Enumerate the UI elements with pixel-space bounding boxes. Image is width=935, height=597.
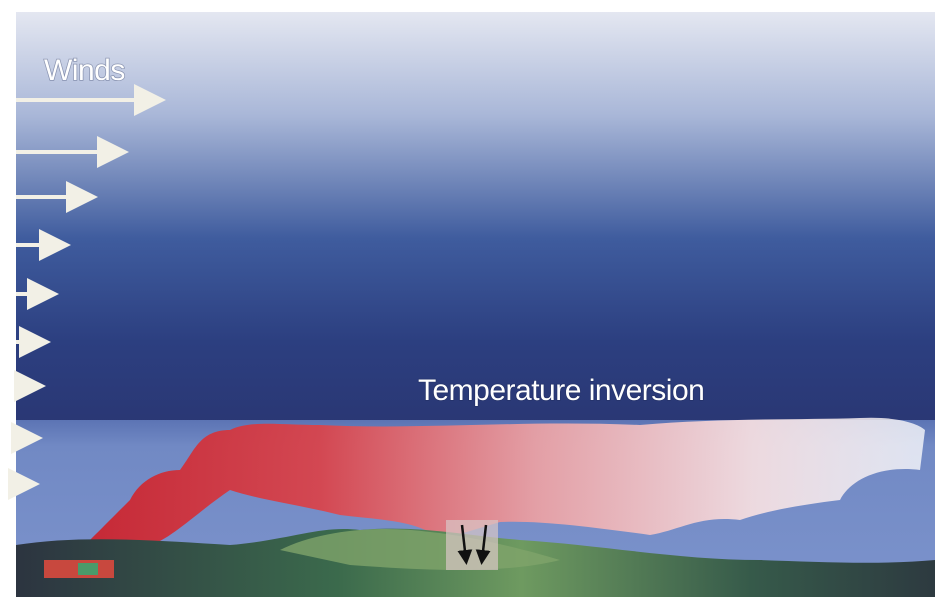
downdraft [446, 520, 498, 570]
upper-sky [16, 12, 935, 424]
smoke-plume [60, 417, 925, 575]
factory-window [78, 563, 98, 575]
down-arrow [475, 524, 491, 565]
wind-arrows [8, 84, 166, 500]
winds-label: Winds [44, 54, 125, 87]
down-arrow [457, 524, 473, 565]
inversion-label: Temperature inversion [418, 374, 704, 407]
